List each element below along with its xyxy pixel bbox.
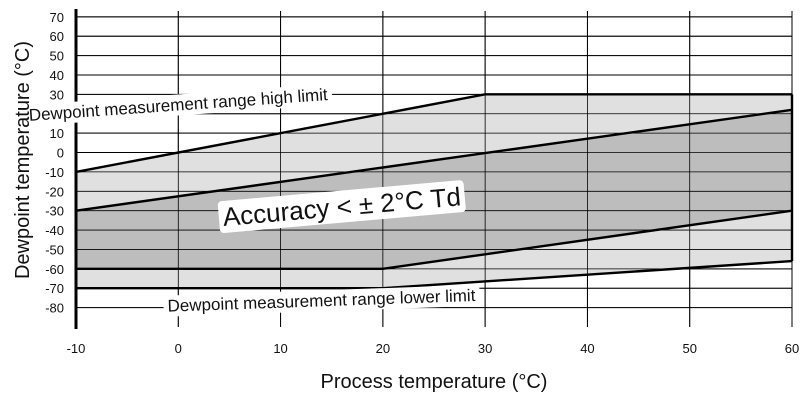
low-limit-label-group: Dewpoint measurement range lower limit [163, 284, 480, 317]
y-tick-label: -80 [45, 301, 64, 316]
y-tick-label: 70 [50, 10, 64, 25]
y-tick-label: 50 [50, 49, 64, 64]
y-tick-label: 40 [50, 68, 64, 83]
y-tick-label: -60 [45, 262, 64, 277]
x-tick-label: 60 [785, 341, 799, 356]
x-tick-label: 20 [376, 341, 390, 356]
chart-regions [75, 11, 793, 327]
x-tick-label: 10 [273, 341, 287, 356]
y-tick-label: -20 [45, 184, 64, 199]
y-tick-label: -40 [45, 223, 64, 238]
high-limit-label-background [24, 84, 333, 126]
y-tick-label: 30 [50, 87, 64, 102]
y-tick-label: -50 [45, 242, 64, 257]
y-tick-label: 60 [50, 29, 64, 44]
y-tick-label: 0 [57, 146, 64, 161]
low-limit-label-background [163, 284, 480, 317]
y-axis-title: Dewpoint temperature (°C) [12, 41, 34, 279]
high-limit-line [75, 93, 792, 174]
axes [74, 9, 793, 329]
y-tick-label: -30 [45, 204, 64, 219]
x-tick-label: 50 [682, 341, 696, 356]
y-tick-label: 10 [50, 126, 64, 141]
x-axis-title: Process temperature (°C) [321, 371, 548, 393]
y-tick-label: -70 [45, 281, 64, 296]
accuracy-label-background [217, 180, 466, 233]
x-tick-label: -10 [67, 341, 86, 356]
accuracy-lower-line [76, 209, 793, 271]
x-tick-label: 40 [580, 341, 594, 356]
y-tick-label: -10 [45, 165, 64, 180]
x-tick-label: 30 [478, 341, 492, 356]
accuracy-upper-line [75, 108, 793, 212]
x-tick-label: 0 [175, 341, 182, 356]
